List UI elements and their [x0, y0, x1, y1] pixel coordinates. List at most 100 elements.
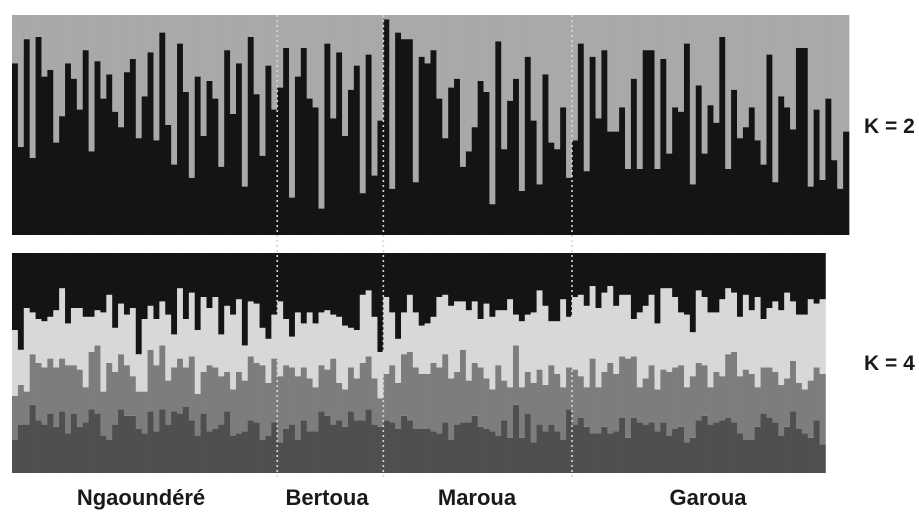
k4-bar-segment-3: [182, 319, 190, 368]
k4-bar-segment-4: [177, 253, 184, 289]
k4-bar-segment-4: [813, 253, 820, 304]
k2-bar-dark: [778, 96, 785, 236]
k4-bar-segment-4: [412, 253, 420, 313]
k4-bar-segment-3: [719, 299, 726, 377]
k4-bar-segment-2: [141, 391, 148, 434]
k4-bar-segment-2: [241, 380, 249, 432]
k4-bar-segment-4: [283, 253, 290, 319]
k2-bar-dark: [235, 63, 243, 236]
k2-bar-dark: [188, 177, 196, 235]
k4-bar-segment-1: [778, 435, 785, 473]
k4-bar-segment-3: [159, 301, 166, 346]
k4-bar-segment-1: [129, 415, 137, 473]
k4-bar-segment-2: [648, 365, 655, 423]
k4-bar-segment-4: [760, 253, 767, 319]
k4-bar-segment-2: [801, 389, 809, 434]
k4-bar-segment-2: [619, 356, 626, 418]
k4-bar-segment-2: [342, 389, 349, 427]
k2-bar-dark: [312, 107, 319, 235]
k2-bar-dark: [259, 155, 266, 235]
k4-bar-segment-1: [171, 411, 178, 473]
k4-bar-segment-2: [813, 367, 820, 421]
k4-bar-segment-3: [353, 330, 361, 379]
k2-bar-light: [548, 15, 555, 143]
k4-bar-segment-3: [401, 312, 408, 355]
k4-bar-segment-4: [241, 253, 249, 346]
k2-bar-light: [365, 15, 372, 55]
k2-bar-light: [47, 15, 54, 70]
k4-bar-segment-3: [495, 310, 502, 366]
k2-bar-light: [200, 15, 207, 136]
k4-bar-segment-3: [642, 305, 649, 379]
k4-bar-segment-3: [253, 303, 260, 363]
k4-bar-segment-2: [135, 391, 143, 429]
k2-bar-dark: [430, 50, 437, 236]
k4-bar-segment-4: [554, 253, 561, 322]
k2-bar-dark: [513, 78, 520, 235]
k2-bar-dark: [672, 107, 679, 235]
k4-bar-segment-1: [277, 442, 284, 473]
k2-bar-dark: [224, 50, 231, 236]
k2-bar-light: [672, 15, 679, 108]
k4-bar-segment-4: [406, 253, 414, 295]
k2-bar-light: [790, 15, 797, 130]
k2-bar-dark: [571, 140, 579, 235]
k2-bar-dark: [112, 111, 119, 235]
k2-bar-light: [465, 15, 473, 152]
panel-k2: [12, 15, 850, 236]
k4-bar-segment-1: [141, 433, 148, 473]
k2-bar-dark: [336, 52, 343, 236]
k2-bar-dark: [300, 48, 308, 235]
k4-bar-segment-4: [536, 253, 543, 291]
k4-bar-segment-2: [566, 367, 573, 410]
k2-bar-dark: [448, 87, 455, 235]
k2-bar-dark: [218, 166, 225, 235]
k4-bar-segment-4: [324, 253, 331, 311]
k4-bar-segment-3: [23, 308, 31, 392]
k4-bar-segment-4: [153, 253, 160, 319]
k2-bar-light: [171, 15, 178, 165]
k4-bar-segment-2: [82, 387, 89, 423]
k2-bar-light: [725, 15, 732, 169]
k2-bar-dark: [88, 151, 95, 235]
k4-bar-segment-1: [182, 407, 190, 473]
k4-bar-segment-1: [513, 404, 520, 473]
k4-bar-segment-2: [489, 389, 496, 432]
k4-bar-segment-3: [165, 314, 172, 381]
k4-bar-segment-2: [65, 365, 72, 434]
k2-bar-dark: [825, 98, 832, 235]
k4-bar-segment-3: [536, 290, 543, 370]
population-label: Bertoua: [285, 485, 369, 510]
k4-bar-segment-3: [247, 301, 255, 357]
k4-bar-segment-3: [141, 319, 148, 392]
k4-bar-segment-3: [35, 319, 42, 363]
k2-bar-dark: [548, 142, 555, 235]
k2-bar-light: [566, 15, 573, 178]
k2-bar-dark: [554, 149, 561, 235]
k4-bar-segment-4: [82, 253, 89, 317]
k4-bar-segment-2: [347, 367, 355, 412]
k4-bar-segment-4: [312, 253, 319, 324]
k4-bar-segment-1: [683, 442, 691, 473]
k4-bar-segment-3: [347, 327, 355, 368]
k4-bar-segment-4: [88, 253, 95, 317]
k4-bar-segment-4: [224, 253, 231, 306]
k2-bar-dark: [177, 43, 184, 235]
k2-bar-light: [230, 15, 237, 114]
k2-bar-light: [554, 15, 561, 150]
k2-bar-light: [436, 15, 443, 99]
k4-bar-segment-1: [766, 418, 773, 473]
k4-bar-segment-2: [17, 385, 25, 425]
k4-bar-segment-1: [47, 413, 54, 473]
k4-bar-segment-1: [35, 420, 42, 473]
k2-bar-light: [235, 15, 243, 64]
k4-bar-segment-2: [418, 374, 425, 429]
k4-bar-segment-3: [241, 345, 249, 381]
k2-bar-dark: [129, 59, 137, 235]
k2-bar-dark: [471, 127, 478, 235]
k2-bar-dark: [271, 109, 278, 235]
k4-bar-segment-4: [654, 253, 661, 324]
k2-bar-light: [630, 15, 638, 79]
k4-bar-segment-2: [129, 376, 137, 416]
k2-bar-light: [483, 15, 490, 92]
